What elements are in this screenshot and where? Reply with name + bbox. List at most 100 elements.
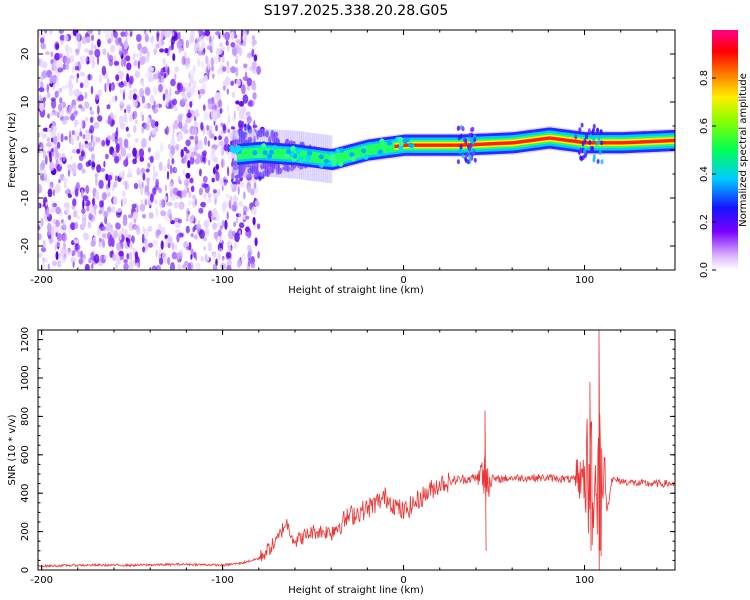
- noise-blob: [73, 210, 77, 218]
- noise-blob: [159, 48, 165, 53]
- noise-blob: [87, 142, 93, 147]
- signal-band: [326, 153, 329, 165]
- noise-blob: [212, 208, 218, 217]
- noise-blob: [206, 255, 210, 262]
- noise-blob: [84, 78, 90, 89]
- signal-band: [302, 150, 305, 162]
- noise-blob: [198, 207, 204, 214]
- signal-band: [487, 142, 491, 146]
- signal-blob: [404, 137, 410, 143]
- noise-blob: [189, 135, 195, 140]
- noise-blob: [250, 262, 256, 269]
- noise-blob: [226, 88, 229, 95]
- noise-blob: [232, 195, 238, 204]
- signal-blob: [397, 136, 403, 142]
- noise-blob: [148, 135, 151, 142]
- noise-blob: [256, 223, 261, 230]
- signal-blob: [468, 132, 472, 138]
- signal-band: [424, 143, 428, 147]
- noise-blob: [125, 55, 131, 62]
- noise-blob: [48, 151, 52, 159]
- y-tick-label: 200: [20, 522, 31, 541]
- signal-blob: [580, 156, 584, 161]
- noise-blob: [101, 238, 105, 247]
- noise-blob: [66, 52, 69, 57]
- noise-blob: [54, 90, 59, 99]
- signal-band: [635, 140, 639, 144]
- signal-blob: [597, 135, 601, 141]
- noise-blob: [198, 46, 203, 52]
- noise-blob: [133, 182, 139, 190]
- noise-blob: [90, 206, 93, 215]
- noise-blob: [216, 248, 223, 253]
- noise-blob: [43, 168, 46, 178]
- noise-blob: [54, 52, 61, 61]
- noise-blob: [164, 184, 168, 192]
- noise-blob: [197, 30, 203, 35]
- noise-blob: [77, 250, 82, 258]
- noise-blob: [42, 239, 46, 249]
- noise-blob: [69, 82, 74, 90]
- noise-blob: [245, 215, 250, 220]
- signal-blob: [232, 164, 239, 171]
- noise-blob: [97, 228, 102, 235]
- signal-band: [464, 143, 467, 147]
- noise-blob: [173, 106, 178, 112]
- noise-blob: [105, 153, 109, 160]
- noise-blob: [141, 114, 145, 122]
- signal-band: [542, 137, 545, 141]
- signal-band: [380, 143, 383, 154]
- noise-blob: [74, 110, 79, 116]
- signal-blob: [595, 127, 599, 133]
- signal-band: [657, 139, 660, 143]
- noise-blob: [132, 247, 136, 256]
- noise-blob: [88, 55, 95, 64]
- noise-blob: [80, 250, 83, 260]
- signal-band: [245, 148, 249, 159]
- signal-blob: [318, 154, 324, 160]
- signal-blob: [592, 154, 596, 160]
- noise-blob: [72, 198, 77, 207]
- signal-band: [378, 143, 381, 154]
- signal-blob: [305, 156, 311, 162]
- noise-blob: [73, 239, 79, 244]
- noise-blob: [162, 93, 166, 101]
- noise-blob: [216, 143, 221, 148]
- noise-blob: [221, 185, 224, 191]
- noise-blob: [143, 30, 147, 35]
- signal-band: [278, 148, 281, 159]
- signal-band: [527, 139, 530, 143]
- noise-blob: [50, 124, 55, 135]
- noise-blob: [42, 257, 46, 263]
- noise-blob: [38, 184, 43, 194]
- noise-blob: [51, 260, 58, 267]
- noise-blob: [49, 74, 53, 85]
- noise-blob: [96, 164, 102, 173]
- noise-blob: [89, 106, 93, 111]
- noise-blob: [185, 225, 190, 234]
- noise-blob: [150, 119, 156, 129]
- noise-blob: [173, 119, 180, 130]
- colorbar-tick-label: 0.4: [699, 166, 710, 182]
- noise-blob: [200, 255, 205, 262]
- signal-blob: [588, 140, 592, 146]
- noise-blob: [203, 192, 207, 200]
- noise-blob: [58, 103, 63, 112]
- signal-band: [258, 147, 262, 158]
- noise-blob: [193, 234, 198, 240]
- signal-band: [609, 141, 613, 145]
- noise-blob: [148, 67, 154, 72]
- signal-blob: [231, 178, 233, 183]
- noise-blob: [96, 55, 100, 66]
- noise-blob: [121, 44, 125, 51]
- noise-blob: [234, 58, 238, 64]
- signal-band: [498, 141, 502, 146]
- noise-blob: [77, 135, 80, 141]
- signal-blob: [377, 149, 383, 155]
- noise-blob: [114, 155, 120, 164]
- signal-band: [416, 143, 419, 147]
- noise-blob: [124, 30, 128, 38]
- noise-blob: [54, 146, 58, 155]
- signal-band: [371, 144, 375, 155]
- noise-blob: [117, 65, 120, 74]
